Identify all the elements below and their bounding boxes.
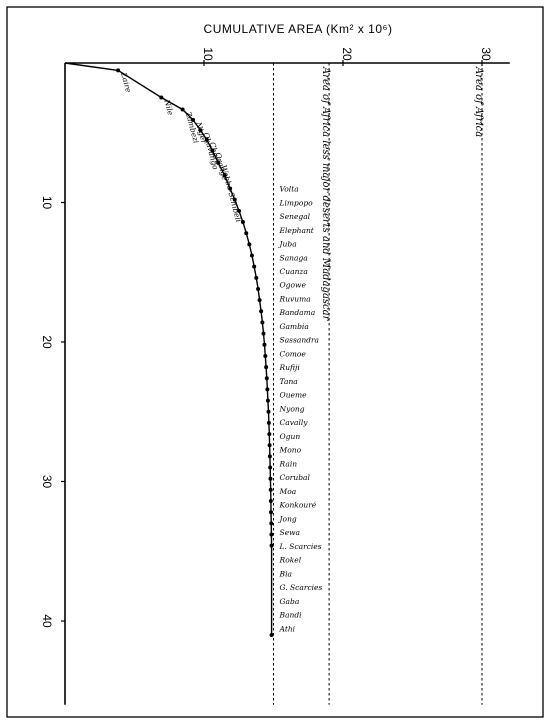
y-tick-label: 10 bbox=[40, 196, 54, 210]
river-label: Konkouré bbox=[279, 501, 317, 510]
x-tick-label: 10 bbox=[201, 47, 215, 61]
data-point bbox=[266, 409, 271, 414]
axes: 10 20 30 10 20 30 40 bbox=[40, 47, 510, 705]
river-label: Elephant bbox=[279, 226, 315, 235]
data-point bbox=[198, 128, 203, 133]
river-label: Athi bbox=[279, 624, 296, 633]
river-label: Ogun bbox=[280, 432, 301, 441]
river-label: Corubal bbox=[280, 473, 311, 482]
data-point bbox=[249, 253, 254, 258]
data-point bbox=[256, 286, 261, 291]
data-point bbox=[267, 432, 272, 437]
river-label: Sewa bbox=[280, 528, 300, 537]
y-tick-label: 40 bbox=[40, 614, 54, 628]
x-tick-label: 20 bbox=[340, 47, 354, 61]
data-point bbox=[261, 331, 266, 336]
river-label: Nyong bbox=[279, 404, 305, 413]
river-label: Zaire bbox=[119, 71, 133, 94]
data-point bbox=[210, 148, 215, 153]
river-label: Webbe-Schibeli bbox=[219, 164, 243, 224]
data-point bbox=[252, 264, 257, 269]
reference-line-label: Area of Africa bbox=[473, 66, 484, 137]
chart-frame bbox=[6, 6, 544, 718]
river-label: L. Scarcies bbox=[279, 542, 322, 551]
data-points bbox=[116, 68, 274, 637]
y-tick-label: 20 bbox=[40, 335, 54, 349]
data-point bbox=[264, 365, 269, 370]
river-label: Senegal bbox=[280, 212, 311, 221]
river-label: Gaba bbox=[280, 597, 300, 606]
data-point bbox=[216, 160, 221, 165]
river-labels: ZaireNileZambeziNigerOkavangoChariOrange… bbox=[119, 71, 323, 634]
data-point bbox=[244, 231, 249, 236]
data-point bbox=[268, 465, 273, 470]
data-point bbox=[257, 298, 262, 303]
river-label: Volta bbox=[280, 185, 299, 194]
river-label: Oueme bbox=[280, 391, 308, 400]
data-point bbox=[263, 353, 268, 358]
reference-lines: Area of Africa less major deserts and Ma… bbox=[273, 63, 484, 705]
y-tick-label: 30 bbox=[40, 475, 54, 489]
data-point bbox=[264, 376, 269, 381]
river-label: Ogowe bbox=[280, 281, 307, 290]
x-tick-label: 30 bbox=[479, 47, 493, 61]
river-label: Ruvuma bbox=[279, 294, 311, 303]
data-point bbox=[222, 173, 227, 178]
river-label: Mono bbox=[279, 446, 302, 455]
river-label: Sanaga bbox=[280, 253, 308, 262]
river-label: Nile bbox=[162, 98, 175, 117]
data-point bbox=[265, 398, 270, 403]
data-point bbox=[269, 521, 274, 526]
data-point bbox=[159, 95, 164, 100]
river-label: Bandama bbox=[279, 308, 316, 317]
data-point bbox=[260, 320, 265, 325]
river-label: G. Scarcies bbox=[280, 583, 323, 592]
data-point bbox=[180, 107, 185, 112]
river-label: Rufiji bbox=[279, 363, 301, 372]
river-label: Moa bbox=[279, 487, 297, 496]
data-point bbox=[268, 487, 273, 492]
data-point bbox=[116, 68, 121, 73]
river-label: Limpopo bbox=[279, 198, 314, 207]
data-point bbox=[232, 197, 237, 202]
river-label: Bia bbox=[279, 569, 292, 578]
data-point bbox=[268, 510, 273, 515]
data-point bbox=[204, 137, 209, 142]
data-point bbox=[268, 476, 273, 481]
river-label: Cavally bbox=[280, 418, 309, 427]
data-point bbox=[267, 454, 272, 459]
river-label: Rain bbox=[279, 459, 298, 468]
data-point bbox=[269, 543, 274, 548]
data-point bbox=[265, 387, 270, 392]
river-label: Comoe bbox=[280, 349, 307, 358]
data-point bbox=[237, 208, 242, 213]
river-label: Cuanza bbox=[280, 267, 308, 276]
river-label: Sassandra bbox=[280, 336, 319, 345]
river-label: Juba bbox=[278, 240, 297, 249]
data-point bbox=[262, 342, 267, 347]
data-point bbox=[240, 220, 245, 225]
river-label: Gambia bbox=[280, 322, 309, 331]
data-point bbox=[228, 186, 233, 191]
data-point bbox=[268, 499, 273, 504]
chart-title: CUMULATIVE AREA (Km² x 10⁶) bbox=[204, 22, 393, 36]
data-point bbox=[254, 275, 259, 280]
river-label: Rokel bbox=[279, 556, 302, 565]
data-point bbox=[269, 532, 274, 537]
data-point bbox=[266, 420, 271, 425]
data-point bbox=[191, 117, 196, 122]
data-point bbox=[247, 242, 252, 247]
river-label: Bandi bbox=[279, 611, 303, 620]
data-point bbox=[269, 632, 274, 637]
river-label: Jong bbox=[278, 514, 297, 523]
data-point bbox=[267, 443, 272, 448]
reference-line-label: Area of Africa less major deserts and Ma… bbox=[320, 66, 331, 322]
cumulative-curve bbox=[64, 62, 273, 635]
data-point bbox=[259, 309, 264, 314]
river-label: Tana bbox=[280, 377, 298, 386]
